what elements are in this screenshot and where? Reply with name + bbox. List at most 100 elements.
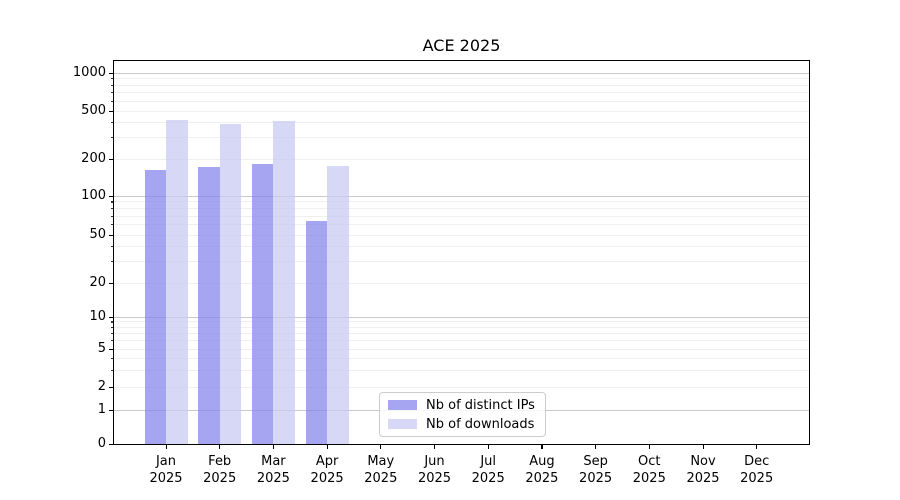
y-minor-tick-mark — [111, 321, 113, 323]
x-tick-label-sep: Sep 2025 — [579, 454, 613, 486]
y-tick-label: 1 — [97, 402, 106, 417]
bar-feb-distinct-ips — [198, 167, 220, 444]
y-tick-label: 20 — [89, 275, 106, 290]
gridline-minor — [114, 386, 809, 388]
x-tick-label-apr: Apr 2025 — [310, 454, 344, 486]
x-tick-label-jul: Jul 2025 — [471, 454, 505, 486]
gridline-minor — [114, 357, 809, 359]
y-tick-mark — [109, 195, 113, 197]
y-minor-tick-mark — [111, 92, 113, 94]
y-minor-tick-mark — [111, 137, 113, 139]
x-tick-mark — [434, 445, 436, 449]
bar-mar-downloads — [273, 120, 295, 444]
bar-apr-distinct-ips — [305, 221, 328, 444]
y-tick-mark — [109, 110, 113, 112]
gridline-minor — [114, 158, 809, 160]
gridline-minor — [114, 122, 809, 124]
x-tick-mark — [326, 445, 328, 449]
gridline-minor — [114, 110, 809, 112]
y-tick-label: 500 — [81, 103, 106, 118]
x-tick-label-jan: Jan 2025 — [149, 454, 183, 486]
y-tick-label: 0 — [97, 436, 106, 451]
legend-label: Nb of downloads — [426, 416, 535, 432]
y-tick-mark — [109, 386, 113, 388]
y-tick-label: 2 — [97, 379, 106, 394]
gridline-minor — [114, 208, 809, 210]
x-tick-mark — [219, 445, 221, 449]
gridline-minor — [114, 340, 809, 342]
x-tick-label-may: May 2025 — [364, 454, 398, 486]
x-tick-mark — [702, 445, 704, 449]
gridline-minor — [114, 215, 809, 217]
gridline-minor — [114, 332, 809, 334]
x-tick-mark — [756, 445, 758, 449]
gridline-minor — [114, 84, 809, 86]
y-tick-mark — [109, 234, 113, 236]
bar-apr-downloads — [327, 166, 349, 444]
x-tick-mark — [165, 445, 167, 449]
legend-item-downloads: Nb of downloads — [388, 417, 537, 432]
gridline-minor — [114, 100, 809, 102]
x-tick-label-feb: Feb 2025 — [203, 454, 237, 486]
y-tick-label: 1000 — [72, 65, 106, 80]
gridline-major — [114, 316, 809, 318]
y-tick-label: 200 — [81, 151, 106, 166]
y-minor-tick-mark — [111, 100, 113, 102]
gridline-minor — [114, 78, 809, 80]
y-minor-tick-mark — [111, 326, 113, 328]
bar-feb-downloads — [219, 124, 242, 444]
y-minor-tick-mark — [111, 201, 113, 203]
y-tick-mark — [109, 72, 113, 74]
y-minor-tick-mark — [111, 215, 113, 217]
bar-mar-distinct-ips — [251, 164, 274, 444]
y-minor-tick-mark — [111, 208, 113, 210]
y-tick-label: 100 — [81, 188, 106, 203]
y-tick-mark — [109, 348, 113, 350]
y-minor-tick-mark — [111, 332, 113, 335]
x-tick-mark — [272, 445, 275, 449]
y-minor-tick-mark — [111, 357, 113, 359]
x-tick-label-dec: Dec 2025 — [740, 454, 774, 486]
gridline-minor — [114, 348, 809, 350]
x-tick-label-mar: Mar 2025 — [256, 454, 290, 486]
bar-jan-distinct-ips — [144, 170, 166, 444]
plot-area — [113, 60, 810, 445]
gridline-minor — [114, 201, 809, 203]
y-minor-tick-mark — [111, 78, 113, 80]
y-minor-tick-mark — [111, 122, 113, 124]
x-tick-mark — [380, 445, 382, 449]
downloads-swatch-icon — [388, 419, 417, 429]
gridline-minor — [114, 321, 809, 323]
gridline-minor — [114, 224, 809, 226]
y-minor-tick-mark — [111, 84, 113, 86]
x-tick-mark — [541, 445, 543, 449]
chart-title: ACE 2025 — [422, 36, 501, 55]
y-minor-tick-mark — [111, 224, 113, 226]
gridline-minor — [114, 246, 809, 248]
y-minor-tick-mark — [111, 261, 113, 263]
gridline-minor — [114, 369, 809, 371]
y-tick-mark — [109, 158, 113, 160]
y-tick-label: 50 — [89, 227, 106, 242]
gridline-major — [114, 195, 809, 197]
legend-item-distinct-ips: Nb of distinct IPs — [388, 398, 537, 413]
gridline-major — [114, 72, 809, 74]
x-tick-mark — [595, 445, 597, 449]
y-tick-mark — [109, 316, 113, 318]
y-tick-mark — [109, 282, 113, 284]
x-tick-mark — [648, 445, 650, 449]
bar-jan-downloads — [166, 120, 188, 444]
gridline-minor — [114, 326, 809, 328]
y-tick-mark — [109, 409, 113, 411]
x-tick-label-aug: Aug 2025 — [525, 454, 559, 486]
y-tick-label: 10 — [89, 309, 106, 324]
legend-label: Nb of distinct IPs — [426, 397, 535, 413]
y-minor-tick-mark — [111, 340, 113, 342]
y-minor-tick-mark — [111, 369, 113, 371]
gridline-minor — [114, 92, 809, 94]
gridline-minor — [114, 261, 809, 263]
x-tick-mark — [487, 445, 489, 449]
legend: Nb of distinct IPs Nb of downloads — [379, 392, 546, 437]
y-minor-tick-mark — [111, 246, 113, 248]
